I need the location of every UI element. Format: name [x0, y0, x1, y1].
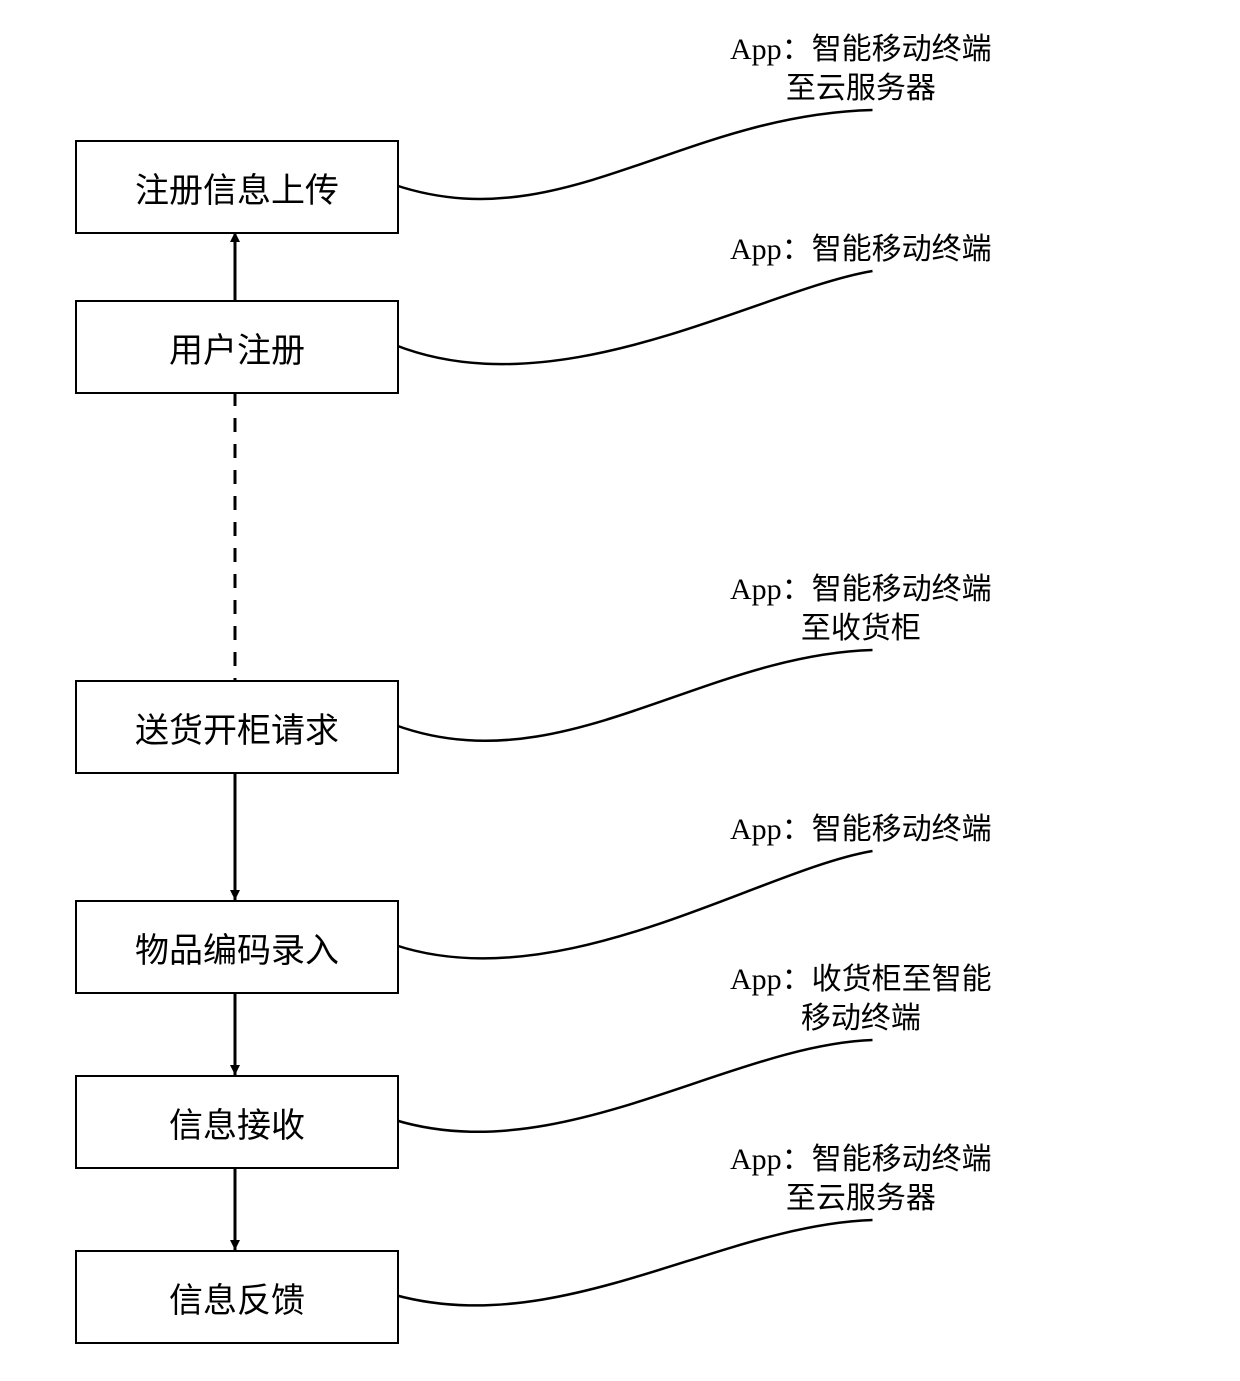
annotation-n6: App：智能移动终端至云服务器 [730, 1140, 992, 1218]
annotation-leader [395, 1220, 873, 1305]
flow-node-n1: 注册信息上传 [75, 140, 399, 234]
flow-node-label: 用户注册 [169, 323, 305, 372]
annotation-leader [395, 110, 873, 199]
flow-node-label: 信息反馈 [169, 1273, 305, 1322]
flow-node-n5: 信息接收 [75, 1075, 399, 1169]
flow-node-n4: 物品编码录入 [75, 900, 399, 994]
annotation-line2: 至云服务器 [730, 1179, 992, 1218]
annotation-line1: App：智能移动终端 [730, 230, 992, 269]
annotation-line1: App：收货柜至智能 [730, 960, 992, 999]
annotation-leader [395, 851, 873, 958]
annotation-line1: App：智能移动终端 [730, 1140, 992, 1179]
flow-node-n2: 用户注册 [75, 300, 399, 394]
annotation-line1: App：智能移动终端 [730, 810, 992, 849]
annotation-line1: App：智能移动终端 [730, 570, 992, 609]
annotation-leader [395, 1040, 873, 1132]
annotation-line2: 至云服务器 [730, 69, 992, 108]
annotation-n4: App：智能移动终端 [730, 810, 992, 849]
flow-node-n6: 信息反馈 [75, 1250, 399, 1344]
flow-node-label: 物品编码录入 [135, 923, 339, 972]
annotation-n2: App：智能移动终端 [730, 230, 992, 269]
flow-node-n3: 送货开柜请求 [75, 680, 399, 774]
annotation-leader [395, 650, 873, 741]
annotation-n3: App：智能移动终端至收货柜 [730, 570, 992, 648]
annotation-line1: App：智能移动终端 [730, 30, 992, 69]
annotation-line2: 移动终端 [730, 999, 992, 1038]
annotation-n1: App：智能移动终端至云服务器 [730, 30, 992, 108]
flow-node-label: 注册信息上传 [135, 163, 339, 212]
flow-node-label: 信息接收 [169, 1098, 305, 1147]
annotation-n5: App：收货柜至智能移动终端 [730, 960, 992, 1038]
annotation-leader [395, 271, 873, 364]
annotation-line2: 至收货柜 [730, 609, 992, 648]
flow-node-label: 送货开柜请求 [135, 703, 339, 752]
flowchart-canvas: 注册信息上传用户注册送货开柜请求物品编码录入信息接收信息反馈 App：智能移动终端… [0, 0, 1240, 1381]
